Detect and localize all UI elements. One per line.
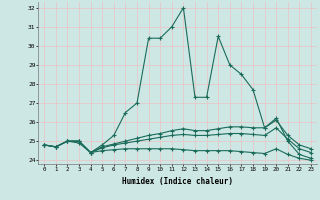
X-axis label: Humidex (Indice chaleur): Humidex (Indice chaleur) — [122, 177, 233, 186]
